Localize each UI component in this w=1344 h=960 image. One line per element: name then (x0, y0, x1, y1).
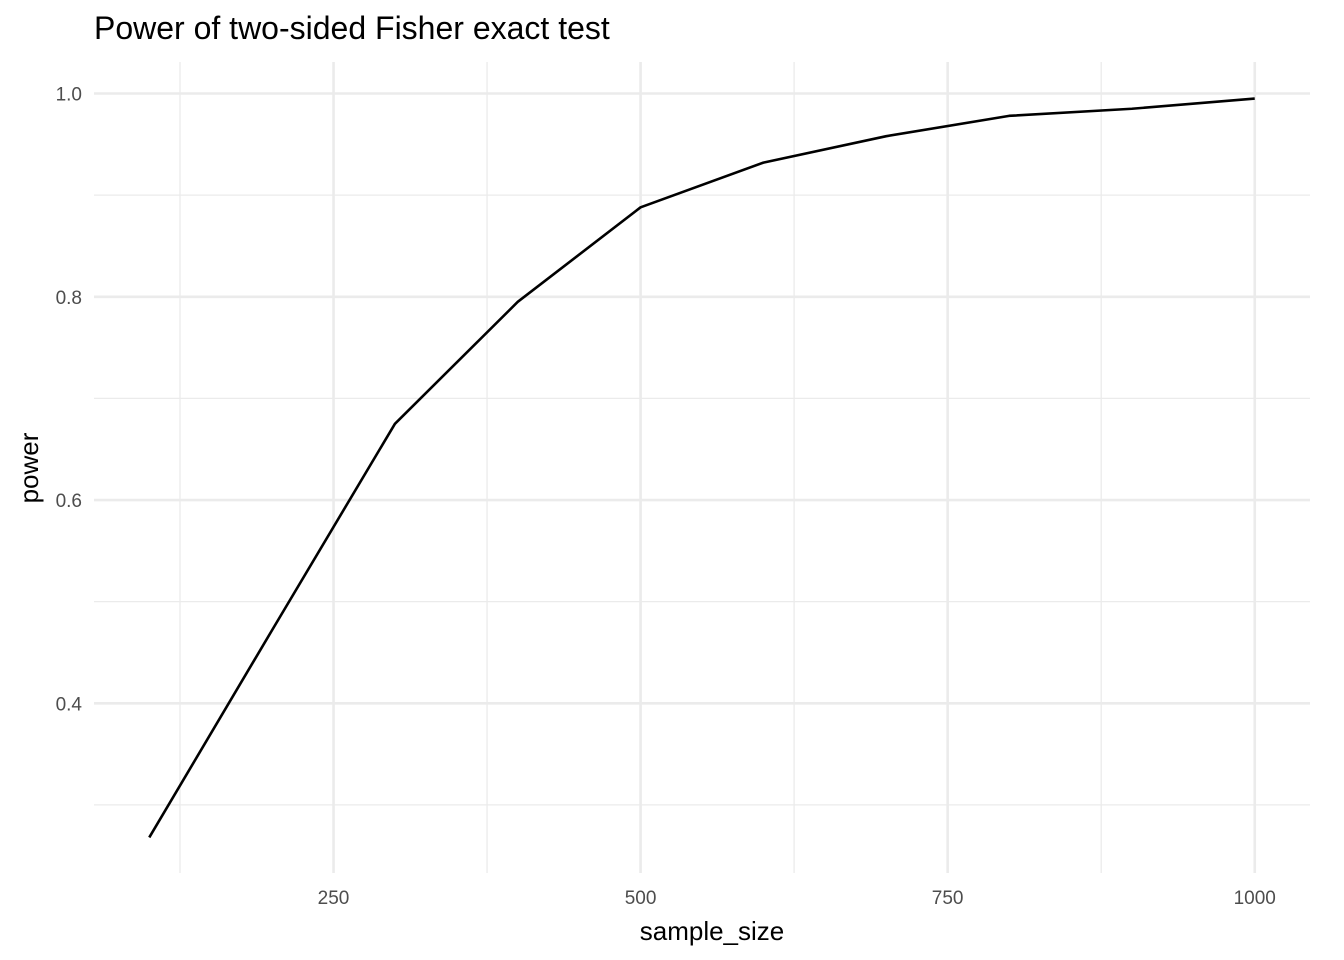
y-tick-label: 0.4 (56, 694, 83, 715)
series-line (148, 97, 1255, 839)
series-layer (148, 97, 1255, 839)
x-tick-label: 250 (318, 888, 350, 909)
y-tick-label: 0.6 (56, 491, 82, 512)
grid-layer (94, 62, 1310, 873)
x-tick-labels: 250 500 750 1000 (318, 888, 1276, 909)
y-axis-title: power (14, 432, 44, 503)
x-axis-title: sample_size (640, 916, 785, 946)
x-tick-label: 750 (932, 888, 964, 909)
chart-title: Power of two-sided Fisher exact test (94, 10, 610, 46)
y-tick-labels: 0.4 0.6 0.8 1.0 (56, 85, 83, 716)
y-tick-label: 1.0 (56, 85, 82, 106)
y-tick-label: 0.8 (56, 288, 82, 309)
x-tick-label: 1000 (1234, 888, 1276, 909)
x-tick-label: 500 (625, 888, 657, 909)
